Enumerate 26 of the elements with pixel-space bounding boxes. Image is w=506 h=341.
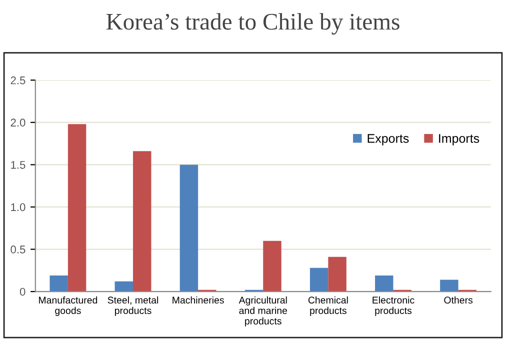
bar bbox=[180, 164, 198, 292]
legend-label: Imports bbox=[439, 134, 480, 146]
y-tick-label: 2.5 bbox=[10, 76, 26, 84]
y-tick-label: 1.5 bbox=[11, 161, 26, 169]
bar bbox=[50, 275, 68, 292]
y-tick-label: 0 bbox=[20, 288, 26, 296]
x-tick-label: Machineries bbox=[172, 296, 224, 304]
bar bbox=[440, 280, 458, 292]
bar bbox=[310, 268, 328, 292]
x-tick-label: Others bbox=[444, 296, 473, 304]
bar bbox=[68, 124, 86, 292]
x-tick-label: Steel, metal products bbox=[108, 296, 158, 316]
x-tick-label: Electronic products bbox=[372, 296, 414, 316]
x-tick-label: Agricultural and marine products bbox=[238, 296, 288, 326]
x-tick-label: Chemical products bbox=[308, 296, 348, 316]
y-tick-label: 1.0 bbox=[11, 203, 26, 212]
legend-label: Exports bbox=[368, 134, 409, 146]
y-tick-label: 2.0 bbox=[10, 118, 26, 127]
bar bbox=[133, 151, 152, 292]
bar bbox=[263, 240, 282, 292]
bar bbox=[114, 281, 134, 292]
chart-title: Korea’s trade to Chile by items bbox=[106, 13, 400, 35]
x-tick-label: Manufactured goods bbox=[39, 296, 98, 316]
y-tick-label: 0.5 bbox=[10, 246, 26, 254]
bar bbox=[375, 275, 394, 292]
bar bbox=[328, 256, 346, 292]
